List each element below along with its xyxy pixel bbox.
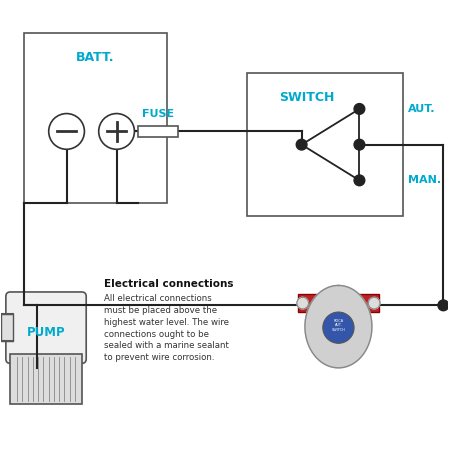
Text: SWITCH: SWITCH	[279, 91, 335, 104]
Circle shape	[369, 297, 380, 309]
Circle shape	[354, 140, 365, 150]
Text: MAN.: MAN.	[408, 176, 441, 185]
Bar	[1, 314, 13, 341]
Circle shape	[354, 175, 365, 186]
Circle shape	[323, 312, 354, 343]
Text: Electrical connections: Electrical connections	[104, 279, 234, 288]
Circle shape	[99, 113, 135, 149]
Circle shape	[354, 104, 365, 114]
Text: PUMP: PUMP	[27, 326, 65, 339]
Polygon shape	[305, 285, 372, 368]
Bar	[10, 355, 82, 404]
FancyBboxPatch shape	[6, 292, 86, 364]
Text: AUT.: AUT.	[408, 104, 435, 114]
Circle shape	[297, 297, 309, 309]
Text: FUSE: FUSE	[142, 109, 174, 119]
Circle shape	[296, 140, 307, 150]
Bar	[298, 294, 378, 312]
Circle shape	[49, 113, 85, 149]
Circle shape	[438, 300, 449, 310]
Text: All electrical connections
must be placed above the
highest water level. The wir: All electrical connections must be place…	[104, 294, 229, 362]
FancyBboxPatch shape	[247, 73, 403, 216]
Circle shape	[369, 297, 380, 309]
Text: BATT.: BATT.	[76, 51, 114, 64]
Bar	[138, 126, 178, 137]
FancyBboxPatch shape	[24, 33, 166, 202]
Text: ROCA
AUT.
SWITCH: ROCA AUT. SWITCH	[332, 319, 345, 332]
Circle shape	[297, 297, 309, 309]
